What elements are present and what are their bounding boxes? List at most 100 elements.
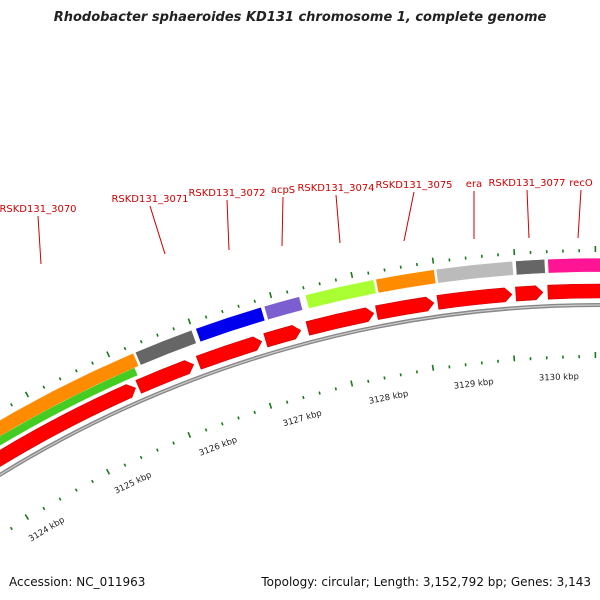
tick-mark — [253, 299, 256, 303]
tick-mark — [123, 346, 127, 351]
tick-mark — [286, 290, 289, 294]
tick-mark — [9, 526, 13, 531]
feature-block — [435, 260, 514, 284]
feature-block — [134, 329, 197, 366]
feature-block — [304, 279, 377, 309]
tick-mark — [58, 377, 62, 381]
label-leader-line — [281, 196, 284, 247]
gene-label: RSKD131_3077 — [488, 178, 565, 189]
gene-label: RSKD131_3070 — [0, 204, 77, 215]
tick-mark — [139, 455, 143, 460]
cds-arrow — [263, 325, 302, 348]
tick-mark — [318, 391, 321, 395]
tick-mark — [334, 278, 337, 282]
label-leader-line — [577, 189, 582, 239]
scale-label: 3130 kbp — [539, 372, 579, 384]
gene-label: acpS — [271, 185, 295, 196]
scale-label: 3126 kbp — [198, 435, 239, 459]
tick-mark — [106, 351, 111, 358]
tick-mark — [74, 488, 78, 492]
tick-mark — [221, 309, 224, 314]
cds-arrow — [0, 384, 136, 468]
tick-mark — [334, 387, 337, 391]
accession-text: Accession: NC_011963 — [9, 575, 146, 589]
tick-mark — [237, 304, 240, 308]
scale-label: 3125 kbp — [113, 470, 153, 496]
tick-mark — [74, 369, 78, 373]
tick-mark — [253, 410, 256, 415]
tick-mark — [285, 400, 289, 404]
topology-summary: Topology: circular; Length: 3,152,792 bp… — [261, 575, 591, 589]
scale-label: 3124 kbp — [27, 515, 67, 544]
cds-arrow — [515, 285, 544, 302]
scale-label: 3129 kbp — [453, 377, 494, 392]
label-leader-line — [403, 191, 415, 242]
tick-mark — [187, 318, 192, 325]
gene-label: recO — [569, 178, 593, 189]
tick-mark — [302, 286, 305, 290]
top-tick-marks — [10, 246, 597, 407]
tick-mark — [156, 448, 159, 452]
tick-mark — [204, 315, 208, 319]
tick-mark — [221, 422, 224, 426]
map-title: Rhodobacter sphaeroides KD131 chromosome… — [53, 10, 547, 25]
tick-mark — [204, 428, 208, 432]
scale-label: 3128 kbp — [368, 389, 409, 407]
tick-mark — [431, 257, 435, 264]
gene-label: RSKD131_3074 — [297, 183, 374, 194]
feature-block — [263, 296, 304, 321]
feature-block — [515, 259, 546, 276]
tick-mark — [367, 271, 370, 275]
backbone-line — [0, 304, 600, 476]
cds-arrow — [305, 307, 375, 336]
feature-track — [0, 257, 600, 446]
tick-mark — [42, 385, 46, 389]
label-leader-line — [335, 194, 341, 244]
label-leader-line — [37, 215, 42, 265]
tick-mark — [91, 361, 94, 365]
feature-block — [0, 367, 138, 446]
backbone-track — [0, 303, 600, 478]
tick-mark — [302, 395, 305, 400]
tick-mark — [431, 364, 435, 371]
tick-mark — [10, 403, 13, 407]
tick-mark — [24, 391, 30, 398]
tick-mark — [268, 402, 273, 409]
gene-label: RSKD131_3072 — [188, 188, 265, 199]
feature-block — [195, 306, 266, 343]
feature-block — [375, 269, 437, 294]
tick-mark — [350, 271, 354, 279]
tick-mark — [187, 431, 192, 439]
tick-mark — [58, 497, 62, 501]
tick-mark — [383, 376, 386, 380]
cds-arrow — [436, 287, 513, 310]
tick-mark — [268, 291, 273, 299]
gene-label: era — [466, 179, 482, 190]
tick-mark — [318, 282, 321, 286]
tick-mark — [105, 468, 111, 475]
tick-mark — [42, 506, 46, 511]
label-leader-line — [526, 189, 530, 239]
tick-mark — [237, 416, 240, 420]
cds-track — [0, 283, 600, 468]
bottom-tick-marks — [9, 352, 597, 531]
tick-mark — [172, 441, 175, 445]
tick-mark — [91, 479, 94, 484]
tick-mark — [399, 373, 402, 377]
tick-mark — [156, 333, 159, 337]
gene-label: RSKD131_3075 — [375, 180, 452, 191]
tick-mark — [172, 327, 175, 331]
tick-mark — [123, 463, 127, 467]
feature-block — [547, 257, 600, 274]
label-leader-line — [149, 205, 166, 255]
label-leader-line — [226, 199, 230, 251]
tick-mark — [350, 380, 354, 387]
scale-label: 3127 kbp — [282, 409, 323, 430]
cds-arrow — [195, 336, 263, 370]
cds-arrow — [135, 360, 195, 394]
tick-mark — [24, 514, 30, 520]
tick-mark — [415, 370, 418, 374]
tick-mark — [383, 268, 386, 272]
gene-label: RSKD131_3071 — [111, 194, 188, 205]
